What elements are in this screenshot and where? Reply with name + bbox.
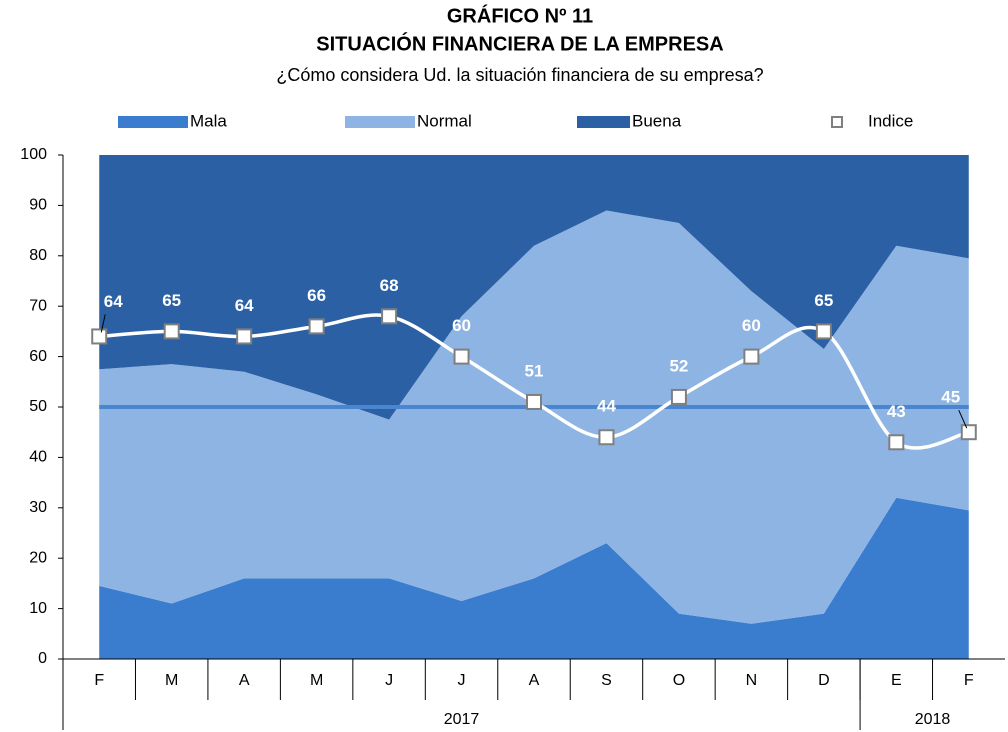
index-marker — [308, 318, 325, 335]
data-label: 64 — [104, 292, 123, 311]
y-tick-label: 60 — [29, 348, 47, 365]
index-marker — [381, 308, 398, 325]
legend-label: Mala — [190, 111, 227, 130]
x-tick-label: J — [385, 672, 393, 689]
data-label: 43 — [887, 402, 906, 421]
data-label: 64 — [235, 296, 254, 315]
data-label: 51 — [525, 361, 544, 380]
data-label: 60 — [452, 316, 471, 335]
chart-question: ¿Cómo considera Ud. la situación financi… — [276, 65, 763, 85]
chart-subtitle: SITUACIÓN FINANCIERA DE LA EMPRESA — [316, 31, 723, 55]
x-tick-label: M — [165, 672, 178, 689]
index-marker — [163, 323, 180, 340]
legend-marker — [831, 116, 843, 128]
y-tick-label: 40 — [29, 449, 47, 466]
legend-label: Buena — [632, 111, 682, 130]
x-tick-label: A — [529, 672, 540, 689]
x-tick-label: F — [94, 672, 104, 689]
data-label: 68 — [380, 276, 399, 295]
y-tick-label: 100 — [20, 146, 47, 163]
x-tick-label: J — [458, 672, 466, 689]
x-tick-label: O — [673, 672, 685, 689]
data-label: 65 — [162, 291, 181, 310]
index-marker — [670, 388, 687, 405]
y-tick-label: 80 — [29, 247, 47, 264]
x-tick-label: E — [891, 672, 902, 689]
data-label: 66 — [307, 286, 326, 305]
index-marker — [526, 393, 542, 410]
legend-swatch — [345, 116, 415, 128]
area — [99, 155, 969, 420]
legend-label: Normal — [417, 111, 472, 130]
x-tick-label: D — [818, 672, 830, 689]
chart-title: GRÁFICO Nº 11 — [447, 4, 593, 27]
x-tick-label: F — [964, 672, 974, 689]
y-tick-label: 90 — [29, 197, 47, 214]
legend-swatch — [118, 116, 188, 128]
label-leader — [100, 314, 106, 333]
y-tick-label: 20 — [29, 549, 47, 566]
index-marker — [598, 429, 615, 446]
y-tick-label: 0 — [38, 650, 47, 667]
y-tick-label: 50 — [29, 398, 47, 415]
legend-label: Indice — [868, 111, 913, 130]
index-marker — [815, 323, 832, 340]
x-tick-label: A — [239, 672, 250, 689]
legend-swatch — [577, 116, 630, 128]
group-label: 2018 — [915, 711, 951, 728]
x-tick-label: N — [746, 672, 758, 689]
index-marker — [91, 328, 108, 345]
x-tick-label: S — [601, 672, 612, 689]
data-label: 65 — [814, 291, 833, 310]
y-tick-label: 70 — [29, 297, 47, 314]
index-marker — [453, 348, 470, 365]
area — [99, 210, 969, 624]
data-label: 60 — [742, 316, 761, 335]
label-leader — [958, 409, 968, 429]
y-tick-label: 30 — [29, 499, 47, 516]
index-marker — [960, 424, 977, 441]
index-marker — [236, 328, 253, 345]
x-tick-label: M — [310, 672, 323, 689]
y-tick-label: 10 — [29, 600, 47, 617]
group-label: 2017 — [444, 711, 480, 728]
data-label: 44 — [597, 397, 616, 416]
data-label: 45 — [941, 388, 960, 407]
index-marker — [743, 348, 760, 365]
data-label: 52 — [669, 356, 688, 375]
index-marker — [888, 434, 905, 451]
